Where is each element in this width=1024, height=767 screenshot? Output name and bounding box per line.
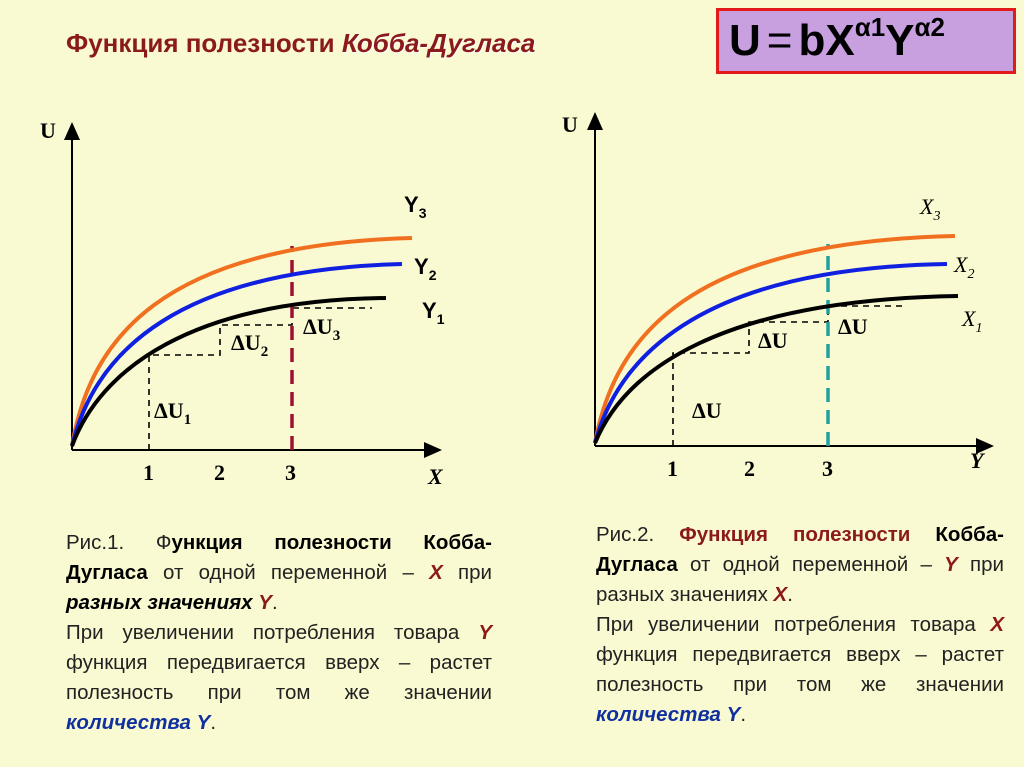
- fig2-delta-u-3: ΔU: [838, 314, 868, 339]
- caption1-paragraph1: Рис.1. Функция полезности Кобба-Дугласа …: [66, 531, 492, 614]
- figure1: U X 1 2 3 Y3 Y2 Y1 ΔU1 ΔU2 ΔU3: [40, 118, 445, 489]
- fig1-delta-u1: ΔU1: [154, 398, 191, 428]
- title-emphasis: Кобба-Дугласа: [341, 28, 536, 58]
- formula-y: Y: [885, 16, 915, 65]
- fig1-delta-u3: ΔU3: [303, 314, 340, 344]
- fig2-delta-u-1: ΔU: [692, 398, 722, 423]
- fig2-label-x1: X1: [961, 306, 982, 336]
- caption2-paragraph2: При увеличении потребления товара X функ…: [596, 613, 1004, 726]
- fig1-x-axis-label: X: [427, 464, 444, 489]
- fig1-tick-3: 3: [285, 460, 296, 485]
- caption1-paragraph2: При увеличении потребления товара Y функ…: [66, 621, 492, 734]
- fig1-label-y3: Y3: [404, 192, 427, 221]
- formula-alpha2: α2: [914, 12, 945, 42]
- fig2-y-axis-label: U: [562, 112, 578, 137]
- fig2-step-guides: [672, 305, 905, 446]
- caption2-paragraph1: Рис.2. Функция полезности Кобба-Дугласа …: [596, 523, 1004, 606]
- fig1-curve-y2: [70, 262, 403, 447]
- fig1-label-y1: Y1: [422, 298, 445, 327]
- fig2-x-axis-label: Y: [970, 448, 986, 473]
- fig1-delta-u2: ΔU2: [231, 330, 268, 360]
- fig2-curve-x3: [593, 234, 956, 444]
- fig1-y-axis-label: U: [40, 118, 56, 143]
- figure2: U Y 1 2 3 X3 X2 X1 ΔU ΔU ΔU: [562, 112, 994, 481]
- page-title: Функция полезности Кобба-Дугласа: [66, 28, 535, 59]
- fig1-tick-1: 1: [143, 460, 154, 485]
- caption-figure2: Рис.2. Функция полезности Кобба-Дугласа …: [596, 520, 1004, 730]
- fig1-tick-2: 2: [214, 460, 225, 485]
- caption-figure1: Рис.1. Функция полезности Кобба-Дугласа …: [66, 528, 492, 738]
- formula-eq: =: [766, 16, 793, 65]
- formula-bx: bX: [798, 16, 855, 65]
- fig2-curve-x2: [593, 262, 948, 444]
- formula-alpha1: α1: [854, 12, 886, 42]
- fig1-curve-y1: [70, 296, 387, 447]
- fig2-tick-3: 3: [822, 456, 833, 481]
- fig2-tick-1: 1: [667, 456, 678, 481]
- fig2-curve-x1: [593, 294, 959, 444]
- formula-box: U = bXα1Yα2: [716, 8, 1016, 74]
- fig1-curve-y3: [70, 236, 413, 447]
- fig2-tick-2: 2: [744, 456, 755, 481]
- formula-u: U: [729, 16, 761, 65]
- fig2-label-x3: X3: [919, 194, 940, 224]
- fig1-label-y2: Y2: [414, 254, 437, 283]
- fig2-delta-u-2: ΔU: [758, 328, 788, 353]
- title-prefix: Функция полезности: [66, 28, 342, 58]
- fig2-label-x2: X2: [953, 252, 974, 282]
